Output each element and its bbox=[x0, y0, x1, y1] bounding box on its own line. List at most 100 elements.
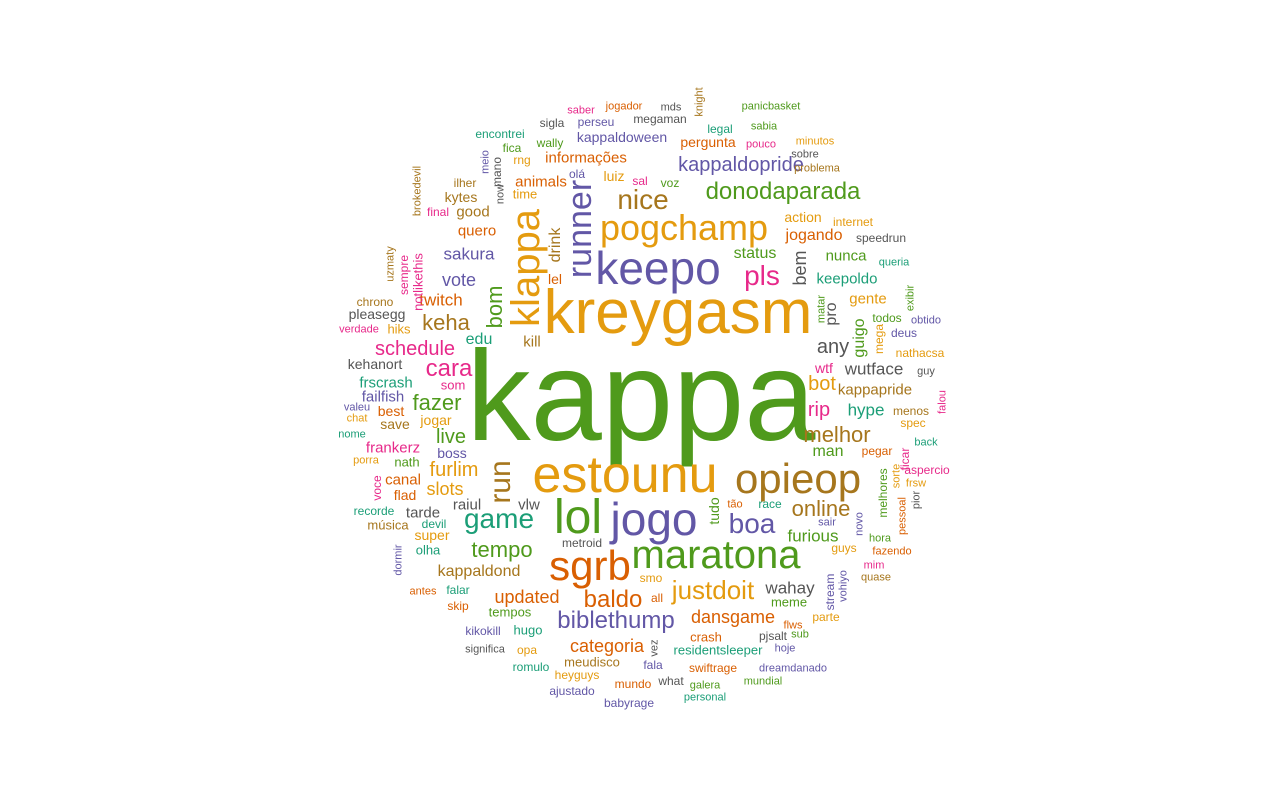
cloud-word-168: all bbox=[650, 591, 664, 605]
cloud-word-48: drink bbox=[547, 227, 564, 263]
cloud-word-164: quase bbox=[861, 571, 891, 584]
cloud-word-181: vez bbox=[648, 639, 661, 657]
cloud-word-45: wahay bbox=[765, 578, 815, 598]
cloud-word-193: hugo bbox=[513, 622, 543, 638]
cloud-word-8: sgrb bbox=[549, 542, 631, 589]
cloud-word-14: run bbox=[484, 460, 517, 504]
cloud-word-81: canal bbox=[385, 471, 421, 489]
cloud-word-9: pogchamp bbox=[599, 207, 769, 248]
cloud-word-140: obtido bbox=[911, 314, 941, 327]
cloud-word-163: mim bbox=[863, 559, 885, 572]
cloud-word-12: donodaparada bbox=[705, 178, 861, 205]
cloud-word-25: bom bbox=[482, 285, 507, 329]
cloud-word-24: online bbox=[791, 496, 851, 521]
cloud-word-153: melhores bbox=[876, 468, 890, 518]
cloud-word-187: babyrage bbox=[603, 696, 655, 710]
cloud-word-11: runner bbox=[561, 179, 599, 279]
cloud-word-78: tudo bbox=[706, 497, 722, 525]
cloud-word-73: matar bbox=[815, 294, 828, 324]
cloud-word-105: chat bbox=[346, 412, 368, 425]
cloud-word-77: wtf bbox=[815, 360, 833, 376]
cloud-word-190: romulo bbox=[512, 660, 550, 674]
cloud-word-15: baldo bbox=[583, 586, 643, 613]
cloud-word-3: maratona bbox=[631, 533, 801, 577]
cloud-word-148: pegar bbox=[861, 444, 893, 458]
cloud-word-184: personal bbox=[683, 691, 727, 704]
cloud-word-86: devil bbox=[421, 517, 447, 531]
cloud-word-191: opa bbox=[516, 643, 538, 657]
cloud-word-23: tempo bbox=[471, 537, 533, 562]
cloud-word-186: mundo bbox=[614, 677, 652, 691]
cloud-word-95: som bbox=[440, 377, 466, 393]
cloud-word-91: failfish bbox=[361, 388, 405, 406]
cloud-word-44: furious bbox=[787, 526, 839, 546]
cloud-word-47: twitch bbox=[419, 290, 463, 310]
cloud-word-143: guy bbox=[917, 365, 935, 378]
cloud-word-198: antes bbox=[409, 585, 437, 598]
cloud-word-13: game bbox=[463, 503, 535, 534]
cloud-word-167: smo bbox=[639, 571, 663, 585]
cloud-word-122: sigla bbox=[539, 116, 565, 130]
cloud-word-4: keepo bbox=[595, 242, 721, 294]
cloud-word-93: save bbox=[380, 416, 410, 432]
cloud-word-147: back bbox=[914, 436, 938, 449]
cloud-word-150: aspercio bbox=[904, 463, 950, 477]
cloud-word-144: menos bbox=[892, 404, 930, 418]
cloud-word-90: frscrash bbox=[359, 374, 413, 392]
cloud-word-195: tempos bbox=[488, 604, 532, 620]
cloud-word-101: hiks bbox=[387, 321, 411, 337]
cloud-word-58: kappaldoween bbox=[576, 129, 668, 145]
cloud-word-166: stream bbox=[823, 573, 837, 611]
cloud-word-114: ilher bbox=[453, 176, 477, 190]
cloud-word-115: mano bbox=[490, 156, 504, 188]
cloud-word-103: verdade bbox=[339, 323, 379, 336]
cloud-word-106: nome bbox=[338, 428, 366, 441]
cloud-word-124: saber bbox=[567, 104, 595, 117]
cloud-word-5: jogo bbox=[610, 493, 698, 545]
cloud-word-35: vote bbox=[441, 270, 477, 290]
cloud-word-61: voz bbox=[660, 176, 680, 190]
cloud-word-100: pleasegg bbox=[348, 306, 406, 322]
cloud-word-55: gente bbox=[849, 290, 887, 308]
cloud-word-178: swiftrage bbox=[688, 661, 738, 675]
cloud-word-161: tão bbox=[727, 498, 743, 511]
cloud-word-132: pouco bbox=[746, 138, 776, 151]
cloud-word-76: man bbox=[812, 443, 844, 460]
cloud-word-62: sal bbox=[632, 174, 648, 188]
cloud-word-102: chrono bbox=[356, 295, 394, 309]
cloud-word-6: opieop bbox=[734, 455, 862, 502]
cloud-word-70: lel bbox=[547, 271, 563, 287]
cloud-word-98: nath bbox=[394, 454, 420, 470]
cloud-word-142: nathacsa bbox=[895, 346, 945, 360]
cloud-word-173: sub bbox=[791, 628, 809, 641]
cloud-word-188: ajustado bbox=[549, 684, 595, 698]
cloud-word-92: best bbox=[377, 403, 405, 419]
cloud-word-133: minutos bbox=[795, 135, 835, 148]
cloud-word-16: biblethump bbox=[557, 607, 675, 634]
cloud-word-154: pessoal bbox=[896, 497, 909, 535]
cloud-word-121: encontrei bbox=[475, 127, 525, 141]
cloud-word-194: kikokill bbox=[465, 624, 501, 638]
cloud-word-117: now bbox=[494, 183, 507, 205]
cloud-word-59: pergunta bbox=[680, 134, 736, 150]
cloud-word-176: residentsleeper bbox=[673, 642, 763, 658]
cloud-word-145: falou bbox=[936, 390, 949, 414]
cloud-word-99: kehanort bbox=[347, 356, 403, 372]
cloud-word-17: justdoit bbox=[671, 575, 755, 605]
cloud-word-64: quero bbox=[457, 222, 497, 240]
cloud-word-1: kreygasm bbox=[543, 278, 813, 347]
cloud-word-53: nunca bbox=[825, 247, 867, 265]
cloud-word-97: frankerz bbox=[365, 439, 421, 457]
cloud-word-32: furlim bbox=[429, 459, 479, 481]
cloud-word-96: boss bbox=[437, 445, 467, 461]
cloud-word-68: edu bbox=[465, 331, 493, 348]
cloud-word-128: knight bbox=[693, 87, 706, 117]
cloud-word-94: jogar bbox=[420, 412, 452, 428]
cloud-word-136: internet bbox=[832, 215, 874, 229]
cloud-word-135: problema bbox=[794, 162, 840, 175]
cloud-word-111: uzmaty bbox=[384, 246, 397, 282]
cloud-word-57: animals bbox=[515, 173, 567, 191]
cloud-word-43: kappapride bbox=[837, 381, 913, 399]
cloud-word-27: fazer bbox=[412, 390, 462, 415]
